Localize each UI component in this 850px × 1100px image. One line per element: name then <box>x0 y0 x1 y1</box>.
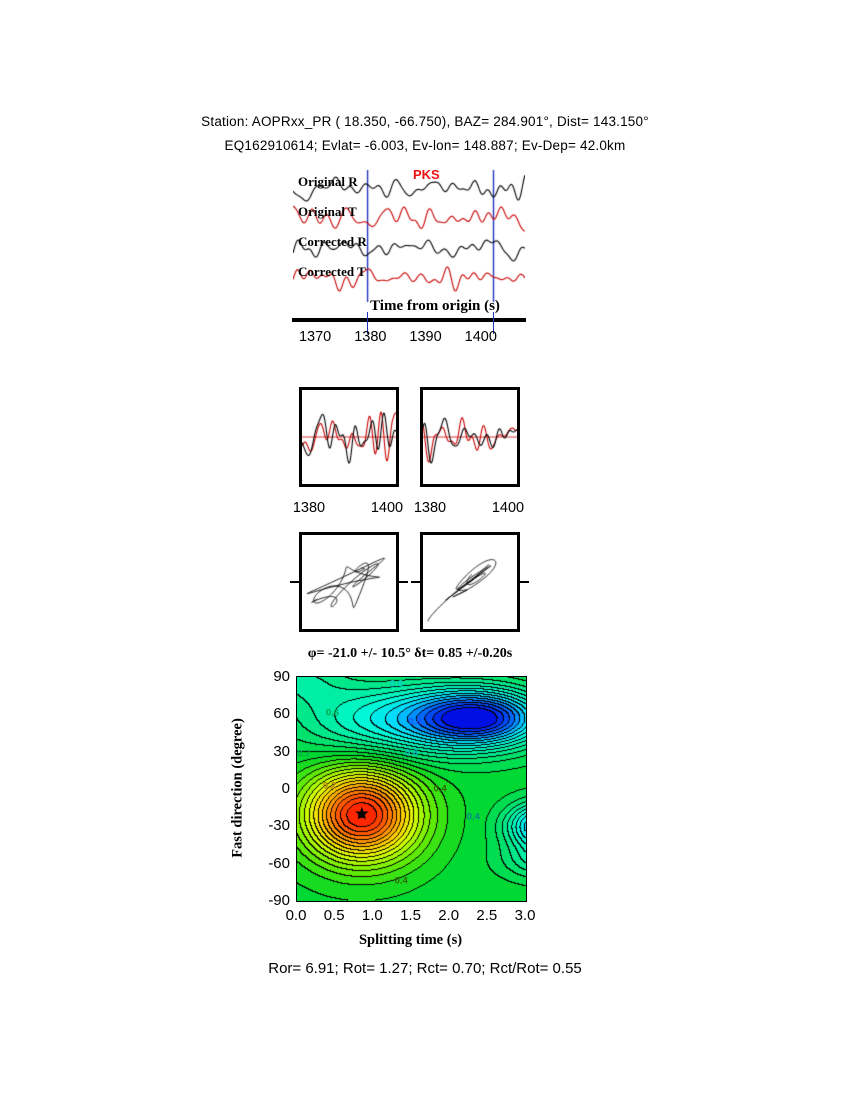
error-surface-ytick-label: 90 <box>273 668 290 685</box>
particle-motion-canvas-left <box>302 535 396 629</box>
best-fit-star-icon: ★ <box>353 803 370 824</box>
trace-label-corrected-r: Corrected R <box>298 234 367 249</box>
waveform-xtick-label: 1400 <box>464 329 497 345</box>
motion-right-box-right-tick <box>520 581 529 583</box>
trace-label-original-r: Original R <box>298 174 358 189</box>
error-surface-ytick-label: 0 <box>281 780 290 797</box>
contour-value-label: 0.2 <box>322 780 337 792</box>
error-surface-ytick-label: -90 <box>268 892 290 909</box>
windowed-pair-box-left <box>299 387 399 487</box>
contour-value-label: 0.4 <box>466 811 480 823</box>
pair-xtick-label: 1380 <box>292 500 326 516</box>
error-surface-ytick-label: 30 <box>273 742 290 760</box>
window-marker-tick <box>492 312 495 334</box>
contour-value-label: 0.6 <box>404 747 419 759</box>
waveform-xtick-label: 1380 <box>354 329 387 345</box>
pair-xtick-label: 1380 <box>413 500 447 516</box>
error-surface-xtick-label: 0.0 <box>285 907 307 924</box>
pair-xtick-label: 1400 <box>370 500 404 516</box>
particle-motion-box-left <box>299 532 399 632</box>
contour-value-label: 0.6 <box>325 707 340 719</box>
error-surface-xtick-label: 3.0 <box>514 907 536 924</box>
trace-label-original-t: Original T <box>298 204 357 219</box>
particle-motion-canvas-right <box>423 535 517 629</box>
contour-value-label: 0.8 <box>408 716 422 728</box>
motion-right-box-left-tick <box>411 581 420 583</box>
error-surface-ylabel: Fast direction (degree) <box>229 718 246 858</box>
windowed-pair-canvas-left <box>302 390 396 484</box>
contour-value-label: 0.4 <box>433 783 447 795</box>
error-surface-xlabel: Splitting time (s) <box>358 932 463 948</box>
window-marker-tick <box>366 312 369 334</box>
error-surface-ytick-label: 60 <box>273 705 290 723</box>
waveform-xaxis-line <box>292 318 526 322</box>
particle-motion-box-right <box>420 532 520 632</box>
windowed-pair-canvas-right <box>423 390 517 484</box>
motion-left-box-left-tick <box>290 581 299 583</box>
error-surface-xtick-label: 1.5 <box>400 907 421 924</box>
event-header: EQ162910614; Evlat= -6.003, Ev-lon= 148.… <box>224 138 626 153</box>
contour-value-label: 0.7 <box>297 748 311 760</box>
error-surface-canvas <box>297 677 526 901</box>
error-surface-plot: 0.6 0.8 0.6 0.6 0.7 0.2 0.4 0.4 0.4 ★ <box>296 676 527 902</box>
error-surface-ytick-label: -60 <box>268 854 290 872</box>
error-surface-xtick-label: 2.5 <box>476 907 498 924</box>
contour-value-label: 0.4 <box>394 875 408 887</box>
motion-left-box-right-tick <box>399 581 408 583</box>
error-surface-ytick-label: -30 <box>268 817 290 835</box>
error-surface-xtick-label: 2.0 <box>438 907 460 924</box>
phase-label: PKS <box>413 167 440 182</box>
error-surface-title: φ= -21.0 +/- 10.5° δt= 0.85 +/-0.20s <box>307 646 513 661</box>
trace-label-corrected-t: Corrected T <box>298 264 366 279</box>
waveform-panel-canvas <box>293 168 525 304</box>
waveform-xtick-label: 1370 <box>298 329 332 345</box>
waveform-xaxis-label: Time from origin (s) <box>370 298 500 314</box>
result-stats: Ror= 6.91; Rot= 1.27; Rct= 0.70; Rct/Rot… <box>268 960 582 977</box>
waveform-xtick-label: 1390 <box>409 329 442 345</box>
error-surface-xtick-label: 0.5 <box>323 907 345 924</box>
contour-value-label: 0.6 <box>390 678 404 690</box>
station-header: Station: AOPRxx_PR ( 18.350, -66.750), B… <box>201 114 649 129</box>
error-surface-xtick-label: 1.0 <box>361 907 383 924</box>
windowed-pair-box-right <box>420 387 520 487</box>
pair-xtick-label: 1400 <box>491 500 525 516</box>
